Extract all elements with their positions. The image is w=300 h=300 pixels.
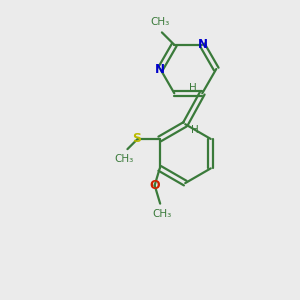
Text: N: N <box>198 38 208 51</box>
Text: N: N <box>155 62 165 76</box>
Text: O: O <box>149 179 160 192</box>
Text: CH₃: CH₃ <box>152 209 171 219</box>
Text: H: H <box>189 83 197 93</box>
Text: CH₃: CH₃ <box>114 154 134 164</box>
Text: CH₃: CH₃ <box>151 17 170 27</box>
Text: H: H <box>191 124 199 135</box>
Text: S: S <box>132 132 141 146</box>
